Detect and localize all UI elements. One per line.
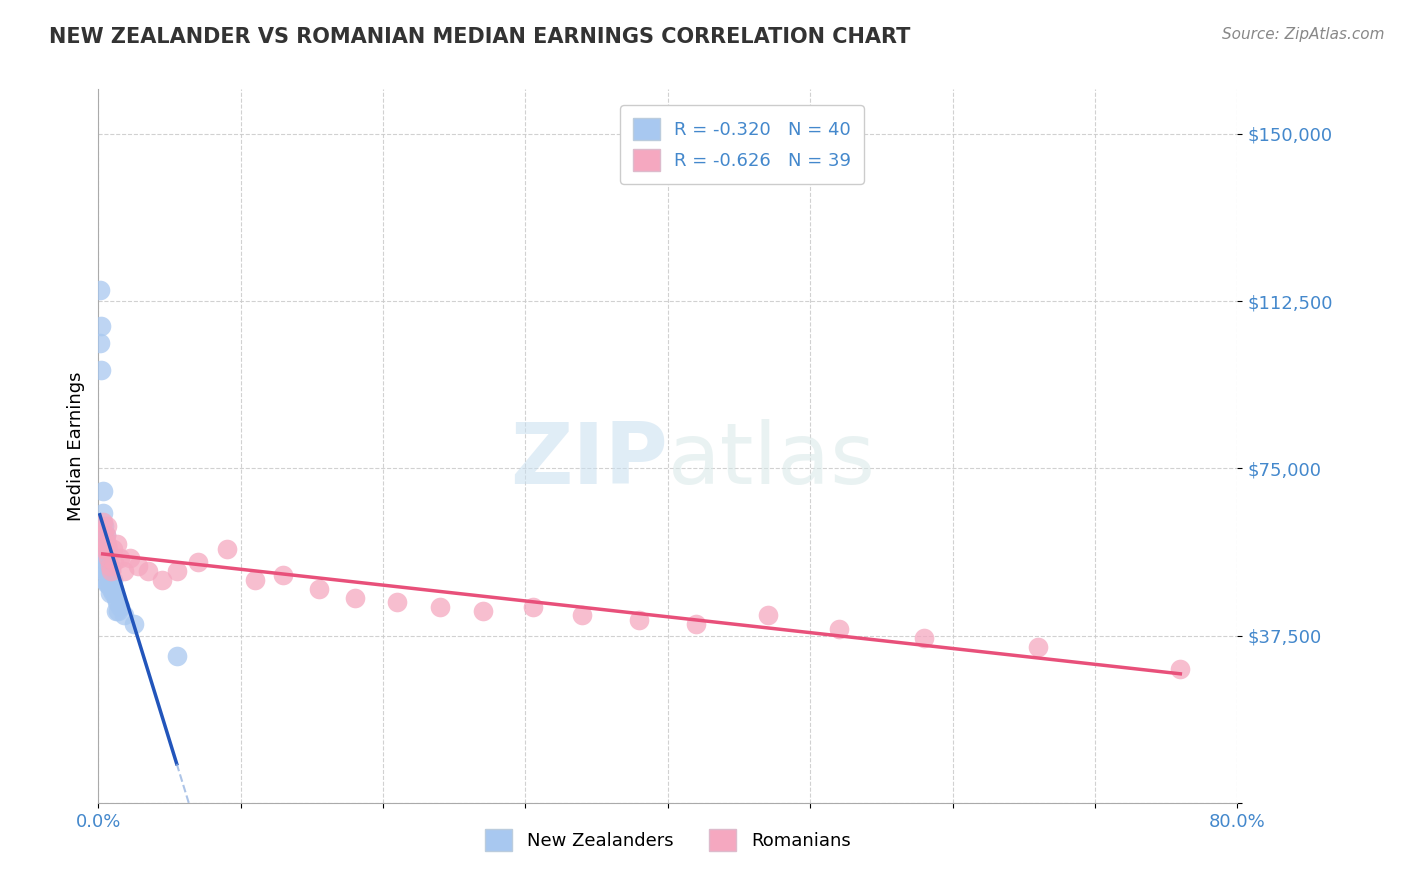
Point	[912, 631, 935, 645]
Y-axis label: Median Earnings: Median Earnings	[66, 371, 84, 521]
Point	[429, 599, 451, 614]
Point	[91, 506, 114, 520]
Point	[91, 528, 114, 542]
Point	[89, 336, 111, 351]
Point	[93, 541, 115, 556]
Point	[100, 564, 122, 578]
Point	[571, 608, 593, 623]
Point	[166, 564, 188, 578]
Point	[93, 573, 115, 587]
Point	[94, 528, 117, 542]
Point	[101, 541, 124, 556]
Point	[93, 541, 115, 556]
Point	[100, 564, 122, 578]
Point	[97, 550, 120, 565]
Point	[118, 550, 141, 565]
Point	[187, 555, 209, 569]
Point	[1026, 640, 1049, 654]
Point	[215, 541, 238, 556]
Point	[107, 604, 129, 618]
Point	[89, 283, 111, 297]
Point	[94, 550, 117, 565]
Point	[96, 519, 118, 533]
Point	[105, 595, 128, 609]
Point	[108, 550, 131, 565]
Text: Source: ZipAtlas.com: Source: ZipAtlas.com	[1222, 27, 1385, 42]
Point	[91, 515, 114, 529]
Point	[104, 591, 127, 605]
Point	[91, 550, 114, 565]
Point	[94, 528, 117, 542]
Point	[93, 528, 115, 542]
Point	[93, 564, 115, 578]
Legend: New Zealanders, Romanians: New Zealanders, Romanians	[478, 822, 858, 858]
Point	[756, 608, 779, 623]
Point	[97, 564, 120, 578]
Point	[98, 559, 121, 574]
Text: ZIP: ZIP	[510, 418, 668, 502]
Point	[97, 541, 120, 556]
Point	[96, 550, 118, 565]
Point	[98, 573, 121, 587]
Point	[97, 550, 120, 565]
Point	[98, 559, 121, 574]
Point	[94, 537, 117, 551]
Point	[94, 541, 117, 556]
Point	[122, 617, 145, 632]
Point	[1170, 662, 1192, 676]
Point	[96, 577, 118, 591]
Point	[93, 519, 115, 533]
Text: atlas: atlas	[668, 418, 876, 502]
Point	[94, 564, 117, 578]
Point	[166, 648, 188, 663]
Point	[96, 537, 118, 551]
Point	[98, 586, 121, 600]
Point	[471, 604, 494, 618]
Point	[90, 363, 112, 377]
Point	[127, 559, 149, 574]
Point	[97, 577, 120, 591]
Point	[108, 599, 131, 614]
Point	[387, 595, 409, 609]
Point	[273, 568, 295, 582]
Point	[112, 564, 135, 578]
Point	[112, 608, 135, 623]
Point	[685, 617, 707, 632]
Point	[136, 564, 159, 578]
Point	[93, 550, 115, 565]
Point	[243, 573, 266, 587]
Point	[96, 541, 118, 556]
Point	[101, 586, 124, 600]
Point	[90, 318, 112, 333]
Point	[103, 555, 125, 569]
Point	[828, 622, 851, 636]
Point	[91, 483, 114, 498]
Point	[96, 564, 118, 578]
Point	[104, 604, 127, 618]
Point	[628, 613, 651, 627]
Point	[101, 573, 124, 587]
Point	[522, 599, 544, 614]
Point	[343, 591, 366, 605]
Point	[100, 582, 122, 596]
Point	[152, 573, 174, 587]
Point	[105, 537, 128, 551]
Point	[308, 582, 330, 596]
Point	[103, 582, 125, 596]
Text: NEW ZEALANDER VS ROMANIAN MEDIAN EARNINGS CORRELATION CHART: NEW ZEALANDER VS ROMANIAN MEDIAN EARNING…	[49, 27, 911, 46]
